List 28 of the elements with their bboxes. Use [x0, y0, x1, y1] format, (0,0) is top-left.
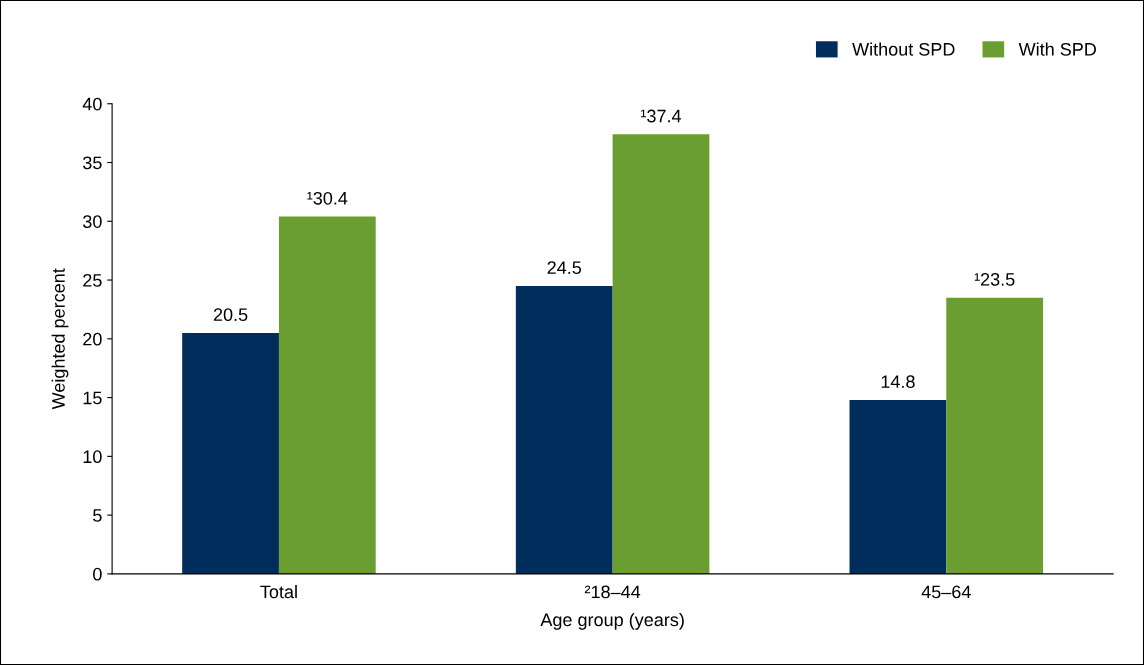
y-tick-label: 25 [83, 273, 102, 287]
bar [515, 285, 613, 574]
y-tick-label: 5 [93, 509, 102, 522]
y-tick-label: 40 [82, 97, 102, 111]
legend-label: Without SPD [852, 42, 955, 56]
y-tick-label: 30 [83, 215, 102, 228]
legend-label: With SPD [1018, 42, 1096, 56]
data-label: ¹30.4 [307, 191, 348, 205]
bar [182, 332, 279, 574]
data-label: 20.5 [213, 308, 248, 322]
data-label: 14.8 [881, 375, 915, 389]
bar [612, 134, 710, 574]
y-tick-label: 0 [93, 567, 102, 581]
data-label: ¹23.5 [974, 272, 1015, 286]
x-tick-label: 45–64 [921, 585, 971, 599]
y-tick-label: 15 [83, 391, 102, 405]
data-label: 24.5 [547, 261, 582, 275]
y-tick-label: 35 [83, 156, 102, 170]
x-axis-title: Age group (years) [540, 612, 684, 630]
bar [849, 399, 947, 574]
x-tick-label: ²18–44 [584, 585, 641, 599]
x-tick-label: Total [260, 585, 297, 599]
data-label: ¹37.4 [641, 109, 682, 123]
y-tick-label: 10 [83, 450, 102, 464]
bar [278, 216, 376, 574]
y-tick-label: 20 [83, 332, 102, 346]
y-axis-title: Weighted percent [51, 268, 69, 410]
bar [946, 297, 1044, 574]
